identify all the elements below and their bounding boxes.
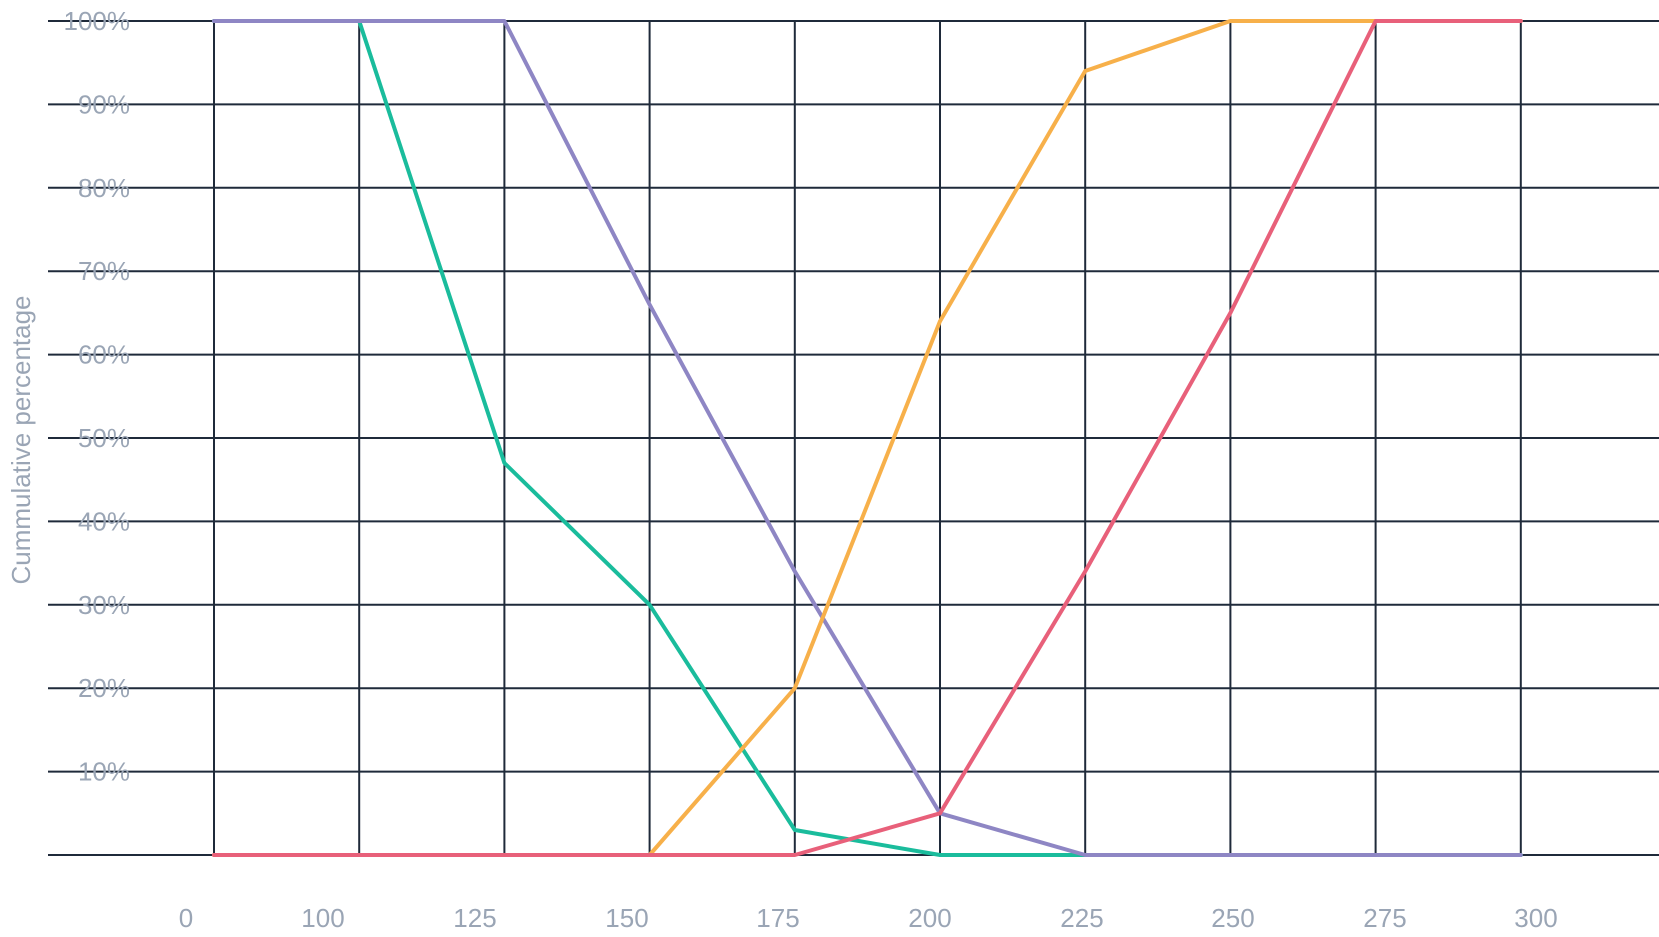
series-line-4 <box>212 19 1523 857</box>
x-tick-label: 0 <box>179 903 193 933</box>
series-layer <box>212 19 1523 857</box>
x-tick-label: 100 <box>301 903 344 933</box>
y-tick-label: 60% <box>78 340 130 370</box>
y-tick-label: 80% <box>78 173 130 203</box>
y-tick-label: 10% <box>78 757 130 787</box>
x-axis-ticks: 0 100 125 150 175 200 225 250 275 300 <box>179 903 1558 933</box>
x-tick-label: 300 <box>1514 903 1557 933</box>
y-tick-label: 40% <box>78 506 130 536</box>
x-tick-label: 125 <box>453 903 496 933</box>
x-tick-label: 250 <box>1211 903 1254 933</box>
series-line-2 <box>212 19 1523 857</box>
x-tick-label: 225 <box>1060 903 1103 933</box>
x-tick-label: 200 <box>908 903 951 933</box>
y-axis-ticks: 10% 20% 30% 40% 50% 60% 70% 80% 90% 100% <box>64 6 131 787</box>
y-tick-label: 50% <box>78 423 130 453</box>
y-tick-label: 30% <box>78 590 130 620</box>
y-tick-label: 90% <box>78 89 130 119</box>
y-tick-label: 70% <box>78 256 130 286</box>
x-tick-label: 150 <box>605 903 648 933</box>
grid <box>48 20 1659 856</box>
x-tick-label: 275 <box>1363 903 1406 933</box>
x-tick-label: 175 <box>756 903 799 933</box>
y-tick-label: 20% <box>78 673 130 703</box>
y-axis-title: Cummulative percentage <box>6 295 36 584</box>
y-tick-label: 100% <box>64 6 131 36</box>
